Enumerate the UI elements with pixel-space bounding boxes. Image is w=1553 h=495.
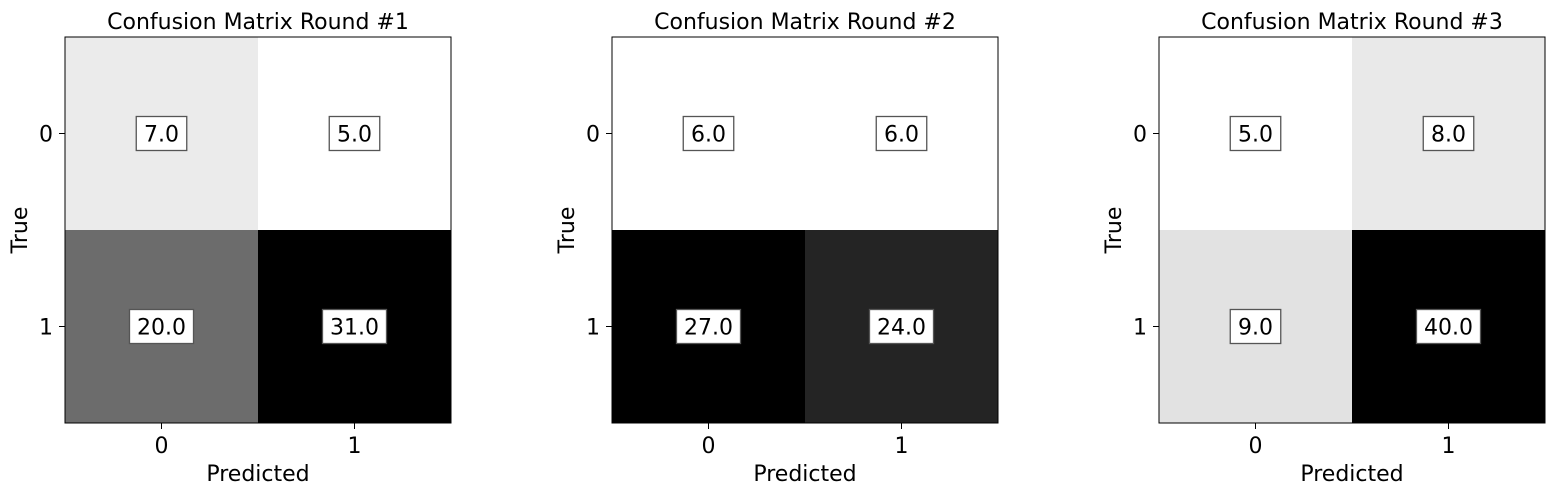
cell-label-box (1415, 308, 1482, 345)
x-axis-label: Predicted (753, 462, 856, 487)
y-tick-label: 1 (39, 316, 53, 341)
x-axis-label: Predicted (1300, 462, 1403, 487)
cell-label-box (868, 308, 935, 345)
cell-value-label: 6.0 (691, 123, 726, 148)
x-tick-label: 0 (702, 434, 716, 459)
y-tick-label: 1 (586, 316, 600, 341)
chart-title: Confusion Matrix Round #1 (107, 10, 409, 35)
cell-label-box (1229, 115, 1282, 152)
cell-value-label: 7.0 (144, 123, 179, 148)
x-tick-label: 0 (1249, 434, 1263, 459)
cell-label-box (321, 308, 388, 345)
cell-label-box (135, 115, 188, 152)
plot-frame (64, 36, 452, 424)
cell-value-label: 27.0 (684, 316, 733, 341)
cell-label-box (128, 308, 195, 345)
y-axis-label: True (1102, 207, 1127, 255)
cell-value-label: 40.0 (1424, 316, 1473, 341)
y-axis-label: True (555, 207, 580, 255)
x-tick-label: 1 (1442, 434, 1456, 459)
x-tick-label: 1 (348, 434, 362, 459)
cell-label-box (875, 115, 928, 152)
y-tick-label: 0 (39, 123, 53, 148)
cell-value-label: 20.0 (137, 316, 186, 341)
cell-value-label: 5.0 (337, 123, 372, 148)
plot-frame (1158, 36, 1546, 424)
cell-value-label: 31.0 (330, 316, 379, 341)
cell-label-box (1229, 308, 1282, 345)
confusion-matrix-panel-3: Confusion Matrix Round #3 5.0 8.0 9.0 40.0 0 1… (1102, 10, 1546, 487)
cell-value-label: 9.0 (1238, 316, 1273, 341)
x-tick-label: 1 (895, 434, 909, 459)
y-axis-label: True (8, 207, 33, 255)
y-tick-label: 0 (1133, 123, 1147, 148)
y-tick-label: 0 (586, 123, 600, 148)
y-tick-label: 1 (1133, 316, 1147, 341)
chart-title: Confusion Matrix Round #3 (1201, 10, 1503, 35)
cell-value-label: 24.0 (877, 316, 926, 341)
plot-frame (611, 36, 999, 424)
confusion-matrix-panel-2: Confusion Matrix Round #2 6.0 6.0 27.0 24.0 0… (555, 10, 999, 487)
cell-value-label: 5.0 (1238, 123, 1273, 148)
cell-value-label: 6.0 (884, 123, 919, 148)
confusion-matrix-panel-1: Confusion Matrix Round #1 7.0 5.0 20.0 31.0 0… (8, 10, 452, 487)
cell-value-label: 8.0 (1431, 123, 1466, 148)
x-tick-label: 0 (155, 434, 169, 459)
cell-label-box (328, 115, 381, 152)
cell-label-box (1422, 115, 1475, 152)
cell-label-box (675, 308, 742, 345)
chart-title: Confusion Matrix Round #2 (654, 10, 956, 35)
x-axis-label: Predicted (206, 462, 309, 487)
cell-label-box (682, 115, 735, 152)
